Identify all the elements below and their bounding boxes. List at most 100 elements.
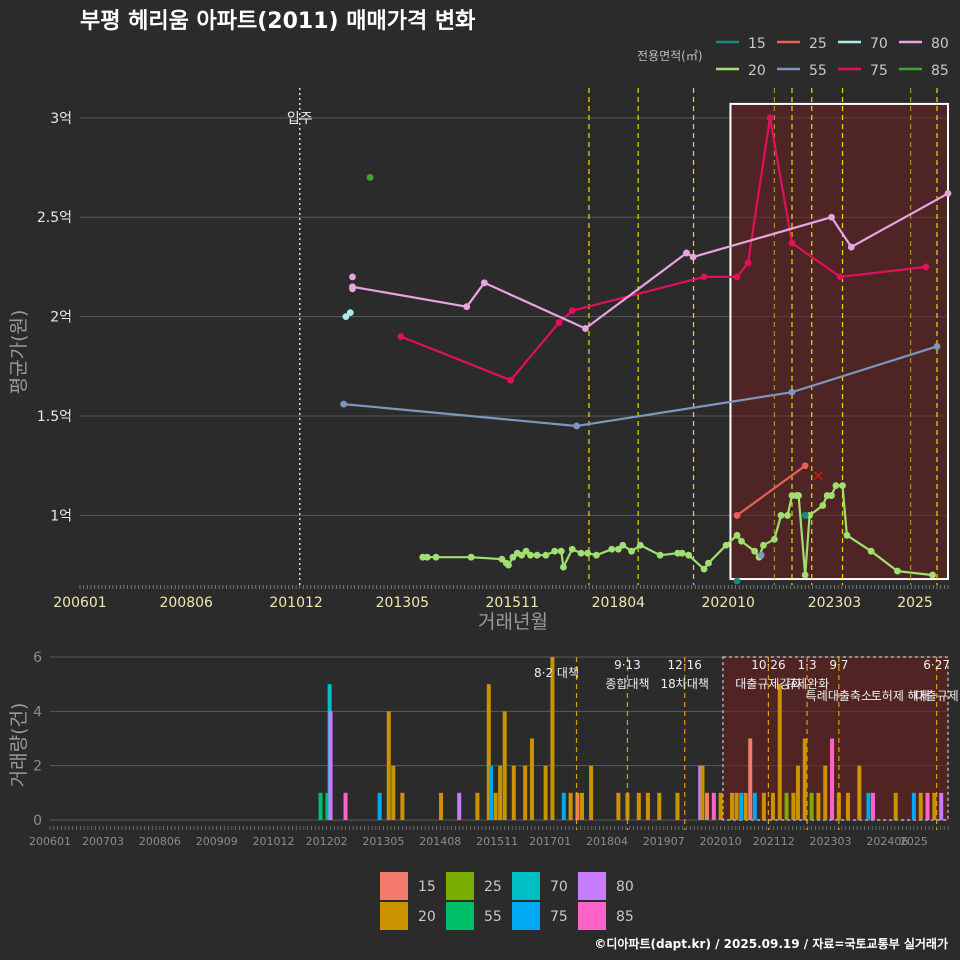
data-point-20 — [568, 545, 576, 553]
policy-annotation: 6·27 — [923, 658, 950, 672]
volume-bar — [698, 765, 703, 820]
volume-bar — [343, 792, 348, 820]
data-point-20 — [505, 561, 512, 569]
x-tick-label: 201804 — [592, 595, 646, 611]
y-tick-label: 2억 — [50, 310, 72, 326]
volume-legend-swatch-80 — [578, 872, 606, 900]
volume-legend-swatch-70 — [512, 872, 540, 900]
data-point-75 — [700, 273, 708, 281]
volume-legend-label-20: 20 — [418, 909, 436, 925]
volume-x-tick: 201804 — [586, 835, 628, 848]
data-point-55 — [757, 551, 765, 559]
volume-bar — [529, 738, 534, 820]
series-line-55 — [343, 345, 938, 428]
volume-bar — [616, 792, 621, 820]
volume-x-tick: 2025 — [900, 835, 928, 848]
volume-bar — [391, 765, 396, 820]
volume-bar — [475, 792, 480, 820]
volume-bar — [568, 792, 573, 820]
data-point-20 — [533, 551, 541, 559]
data-point-70 — [346, 309, 354, 317]
data-point-75 — [922, 263, 930, 271]
legend-title: 전용면적(㎡) — [637, 49, 703, 63]
data-point-55 — [340, 400, 348, 408]
volume-bar — [377, 792, 382, 820]
volume-x-tick: 202010 — [700, 835, 742, 848]
volume-bar — [866, 792, 871, 820]
legend-label-85: 85 — [931, 63, 949, 79]
data-point-20 — [656, 551, 664, 559]
volume-bar — [748, 738, 753, 820]
volume-bar — [870, 792, 875, 820]
data-point-15 — [733, 577, 741, 585]
data-point-75 — [568, 307, 576, 315]
data-point-20 — [619, 541, 627, 549]
volume-bar — [705, 792, 710, 820]
volume-bar — [918, 792, 923, 820]
volume-legend-swatch-75 — [512, 902, 540, 930]
volume-bar — [550, 657, 555, 820]
volume-bar — [486, 684, 491, 820]
data-point-55 — [933, 343, 941, 350]
volume-x-tick: 200601 — [29, 835, 71, 848]
data-point-20 — [894, 567, 901, 575]
volume-x-tick: 200909 — [196, 835, 238, 848]
volume-legend-swatch-20 — [380, 902, 408, 930]
policy-annotation: 1·3 — [798, 658, 817, 672]
highlight-box — [729, 102, 949, 581]
data-point-20 — [828, 492, 835, 499]
volume-bar — [489, 765, 494, 820]
data-point-20 — [795, 492, 802, 499]
data-point-20 — [760, 541, 767, 549]
data-point-80 — [847, 243, 855, 251]
data-point-20 — [593, 551, 600, 559]
data-point-80 — [683, 249, 690, 257]
volume-bar — [386, 711, 391, 820]
data-point-80 — [828, 213, 835, 221]
volume-bar — [645, 792, 650, 820]
data-point-20 — [751, 547, 759, 555]
volume-y-axis-label: 거래량(건) — [8, 703, 30, 788]
volume-bar — [675, 792, 680, 820]
x-tick-label: 202303 — [808, 595, 861, 611]
volume-bar — [823, 765, 828, 820]
data-point-20 — [832, 482, 840, 489]
volume-legend-label-75: 75 — [550, 909, 568, 925]
data-point-25 — [733, 512, 741, 519]
x-tick-label: 200806 — [159, 595, 213, 611]
volume-bar — [493, 792, 498, 820]
data-point-20 — [551, 547, 559, 555]
data-point-20 — [423, 553, 431, 561]
data-point-20 — [522, 547, 530, 555]
volume-bar — [734, 792, 739, 820]
volume-x-tick: 201907 — [643, 835, 685, 848]
data-point-80 — [463, 303, 471, 311]
volume-bar — [932, 792, 937, 820]
volume-bar — [809, 792, 814, 820]
data-point-20 — [819, 502, 827, 509]
data-point-80 — [944, 189, 952, 197]
volume-highlight-box — [722, 656, 949, 821]
volume-x-tick: 200703 — [82, 835, 124, 848]
y-tick-label: 2.5억 — [37, 210, 72, 226]
x-axis-label: 거래년월 — [478, 611, 548, 633]
policy-annotation: 토허제 해제 — [871, 689, 930, 703]
volume-bar — [777, 684, 782, 820]
volume-x-tick: 202303 — [810, 835, 852, 848]
volume-bar — [770, 792, 775, 820]
volume-x-tick: 201511 — [476, 835, 518, 848]
data-point-80 — [480, 279, 488, 287]
volume-legend-swatch-15 — [380, 872, 408, 900]
chart-title: 부평 헤리움 아파트(2011) 매매가격 변화 — [80, 9, 475, 34]
volume-legend-label-55: 55 — [484, 909, 502, 925]
data-point-20 — [705, 559, 712, 567]
volume-legend-label-70: 70 — [550, 879, 568, 895]
legend-label-15: 15 — [748, 36, 766, 52]
data-point-20 — [577, 549, 585, 557]
volume-bar — [802, 738, 807, 820]
volume-bar — [523, 765, 528, 820]
move-in-label: 입주 — [287, 111, 313, 127]
data-point-75 — [788, 239, 796, 247]
